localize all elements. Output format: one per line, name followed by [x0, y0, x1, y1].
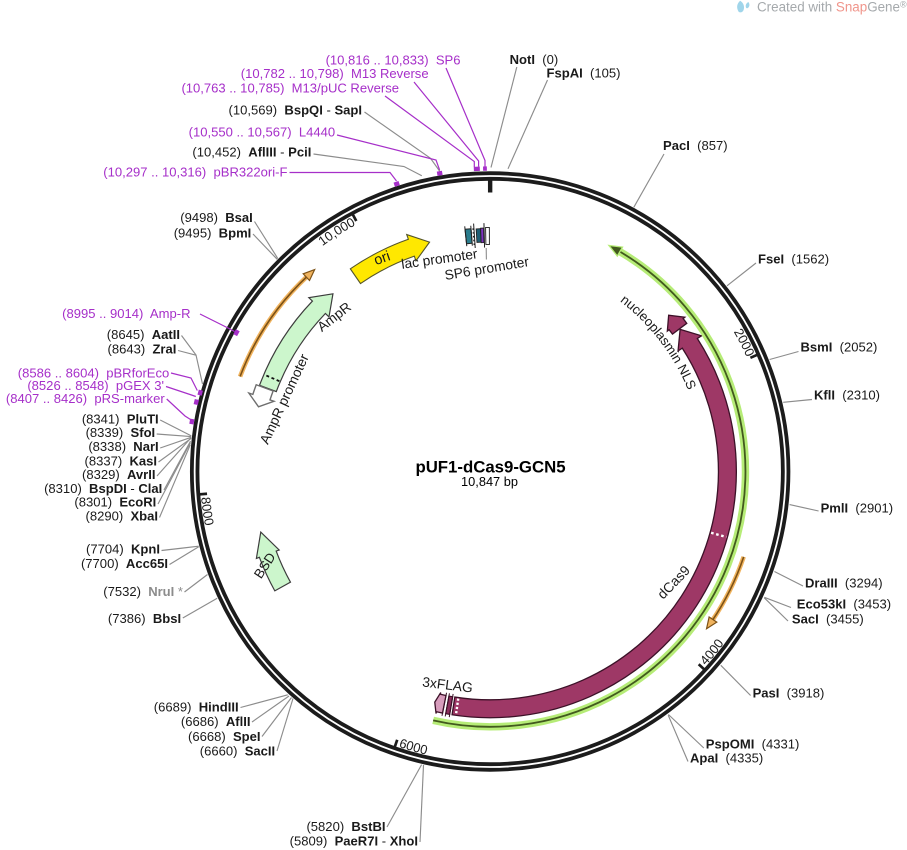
- svg-text:(10,297 .. 10,316) pBR322ori-: (10,297 .. 10,316) pBR322ori-F: [103, 164, 287, 179]
- svg-text:(5820) BstBI: (5820) BstBI: [306, 819, 385, 834]
- svg-text:(8586 .. 8604) pBRforEco: (8586 .. 8604) pBRforEco: [18, 366, 170, 381]
- svg-text:3xFLAG: 3xFLAG: [422, 675, 474, 696]
- svg-text:(6689) HindIII: (6689) HindIII: [154, 700, 239, 715]
- svg-text:(8645) AatII: (8645) AatII: [107, 327, 180, 342]
- svg-text:Created with SnapGene®: Created with SnapGene®: [757, 0, 907, 15]
- svg-text:(10,816 .. 10,833) SP6: (10,816 .. 10,833) SP6: [326, 53, 461, 68]
- svg-text:SacI (3455): SacI (3455): [792, 612, 864, 627]
- svg-text:(8643) ZraI: (8643) ZraI: [107, 342, 176, 357]
- svg-text:(10,569) BspQI - SapI: (10,569) BspQI - SapI: [229, 103, 362, 118]
- svg-text:Eco53kI (3453): Eco53kI (3453): [797, 597, 891, 612]
- svg-text:(8290) XbaI: (8290) XbaI: [85, 509, 158, 524]
- svg-text:ApaI (4335): ApaI (4335): [690, 750, 763, 765]
- svg-text:8000: 8000: [198, 496, 217, 526]
- svg-text:(10,452) AflIII - PciI: (10,452) AflIII - PciI: [192, 145, 311, 160]
- svg-text:FseI (1562): FseI (1562): [758, 252, 829, 267]
- svg-text:PspOMI (4331): PspOMI (4331): [706, 737, 800, 752]
- svg-text:(9495) BpmI: (9495) BpmI: [174, 226, 252, 241]
- svg-text:DraIII (3294): DraIII (3294): [805, 576, 883, 591]
- svg-text:(6668) SpeI: (6668) SpeI: [188, 729, 261, 744]
- svg-text:(7386) BbsI: (7386) BbsI: [108, 611, 181, 626]
- svg-text:(8310) BspDI - ClaI: (8310) BspDI - ClaI: [44, 481, 162, 496]
- svg-text:(8329) AvrII: (8329) AvrII: [82, 467, 156, 482]
- svg-text:(8337) KasI: (8337) KasI: [84, 453, 157, 468]
- svg-text:(10,763 .. 10,785) M13/pUC Re: (10,763 .. 10,785) M13/pUC Reverse: [181, 80, 399, 95]
- svg-text:PasI (3918): PasI (3918): [753, 686, 825, 701]
- svg-text:PmlI (2901): PmlI (2901): [821, 501, 894, 516]
- svg-text:(6686) AflII: (6686) AflII: [181, 714, 251, 729]
- svg-text:10,847 bp: 10,847 bp: [461, 474, 518, 489]
- svg-text:(7704) KpnI: (7704) KpnI: [86, 542, 160, 557]
- svg-text:NotI (0): NotI (0): [510, 52, 559, 67]
- svg-text:(8526 .. 8548) pGEX 3': (8526 .. 8548) pGEX 3': [27, 378, 164, 393]
- svg-text:(8339) SfoI: (8339) SfoI: [86, 425, 156, 440]
- svg-text:(8995 .. 9014) Amp-R: (8995 .. 9014) Amp-R: [62, 306, 190, 321]
- svg-text:PacI (857): PacI (857): [663, 138, 728, 153]
- svg-text:(6660) SacII: (6660) SacII: [200, 743, 275, 758]
- svg-text:FspAI (105): FspAI (105): [547, 66, 621, 81]
- svg-text:pUF1-dCas9-GCN5: pUF1-dCas9-GCN5: [415, 458, 565, 477]
- svg-text:ori: ori: [372, 249, 392, 269]
- svg-text:(5809) PaeR7I - XhoI: (5809) PaeR7I - XhoI: [290, 834, 418, 849]
- svg-text:(7532) NruI *: (7532) NruI *: [103, 584, 183, 599]
- svg-text:(8341) PluTI: (8341) PluTI: [82, 412, 159, 427]
- svg-text:(8301) EcoRI: (8301) EcoRI: [74, 495, 156, 510]
- svg-text:(10,550 .. 10,567) L4440: (10,550 .. 10,567) L4440: [189, 125, 336, 140]
- svg-text:(9498) BsaI: (9498) BsaI: [180, 210, 253, 225]
- svg-text:BsmI (2052): BsmI (2052): [801, 340, 878, 355]
- svg-text:(7700) Acc65I: (7700) Acc65I: [81, 556, 168, 571]
- svg-text:(10,782 .. 10,798) M13 Revers: (10,782 .. 10,798) M13 Reverse: [241, 66, 429, 81]
- svg-text:KflI (2310): KflI (2310): [814, 388, 880, 403]
- svg-text:(8338) NarI: (8338) NarI: [88, 439, 158, 454]
- svg-text:(8407 .. 8426) pRS-marker: (8407 .. 8426) pRS-marker: [6, 391, 165, 406]
